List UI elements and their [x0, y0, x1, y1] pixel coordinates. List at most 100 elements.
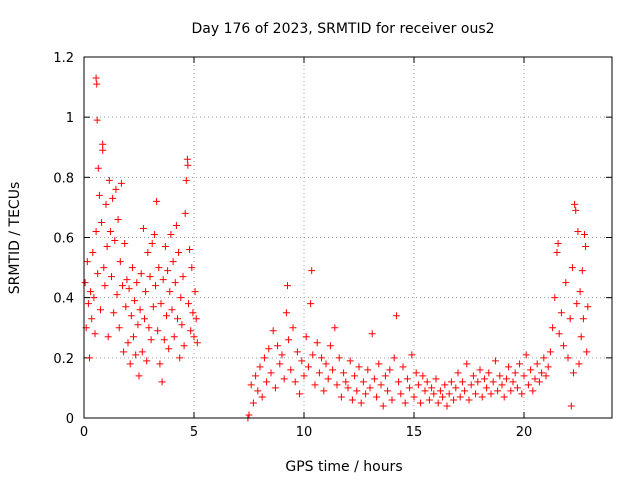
data-point	[577, 333, 585, 341]
data-point	[180, 342, 188, 350]
data-point	[335, 354, 343, 362]
data-point	[516, 360, 524, 368]
data-point	[366, 384, 374, 392]
data-point	[111, 237, 119, 245]
data-point	[124, 339, 132, 347]
data-point	[476, 366, 484, 374]
data-point	[417, 399, 425, 407]
data-point	[168, 306, 176, 314]
data-point	[100, 264, 108, 272]
data-point	[582, 243, 590, 251]
data-point	[280, 375, 288, 383]
data-point	[153, 197, 161, 205]
data-point	[423, 378, 431, 386]
data-point	[322, 360, 330, 368]
data-point	[520, 372, 528, 380]
y-tick-label: 0.6	[53, 232, 74, 247]
data-point	[575, 360, 583, 368]
data-point	[395, 378, 403, 386]
y-tick-label: 0.2	[53, 352, 74, 367]
data-point	[289, 324, 297, 332]
x-tick-label: 15	[406, 425, 423, 440]
data-point	[498, 381, 506, 389]
data-point	[156, 360, 164, 368]
data-point	[564, 354, 572, 362]
data-point	[274, 342, 282, 350]
data-point	[574, 227, 582, 235]
data-point	[188, 264, 196, 272]
data-point	[93, 116, 101, 124]
data-point	[183, 155, 191, 163]
data-point	[568, 264, 576, 272]
data-point	[359, 378, 367, 386]
data-point	[90, 294, 98, 302]
data-point	[375, 360, 383, 368]
data-point	[150, 230, 158, 238]
data-point	[152, 282, 159, 290]
data-point	[91, 330, 99, 338]
data-point	[276, 360, 284, 368]
data-point	[163, 312, 170, 320]
data-point	[419, 372, 427, 380]
data-point	[154, 327, 162, 335]
data-point	[160, 336, 168, 344]
data-point	[136, 306, 144, 314]
data-point	[135, 372, 143, 380]
data-point	[434, 399, 442, 407]
data-point	[282, 309, 290, 317]
data-point	[138, 348, 146, 356]
data-point	[284, 282, 291, 290]
data-point	[258, 393, 266, 401]
data-point	[454, 369, 462, 377]
data-point	[157, 300, 165, 308]
data-point	[177, 294, 185, 302]
data-point	[340, 369, 348, 377]
data-point	[478, 393, 486, 401]
x-tick-label: 5	[190, 425, 198, 440]
data-point	[308, 267, 316, 275]
x-tick-label: 0	[80, 425, 88, 440]
data-point	[189, 309, 197, 317]
data-point	[125, 285, 133, 293]
data-point	[95, 191, 103, 199]
data-point	[313, 339, 321, 347]
data-point	[544, 363, 552, 371]
data-point	[571, 200, 579, 208]
data-point	[176, 354, 184, 362]
data-point	[165, 345, 173, 353]
chart-title: Day 176 of 2023, SRMTID for receiver ous…	[191, 21, 494, 37]
data-point	[505, 363, 513, 371]
data-point	[128, 264, 136, 272]
data-point	[403, 375, 411, 383]
y-tick-label: 1	[66, 111, 74, 126]
data-point	[109, 194, 117, 202]
data-point	[572, 206, 580, 214]
data-point	[179, 273, 187, 281]
data-point	[298, 357, 306, 365]
data-point	[408, 351, 416, 359]
data-point	[333, 381, 341, 389]
data-point	[269, 327, 277, 335]
data-point	[392, 312, 400, 320]
data-point	[293, 348, 301, 356]
data-point	[175, 249, 183, 257]
data-point	[145, 324, 153, 332]
data-point	[370, 375, 378, 383]
data-point	[115, 324, 123, 332]
data-point	[348, 396, 356, 404]
data-point	[573, 300, 581, 308]
data-point	[384, 387, 392, 395]
data-point	[296, 390, 304, 398]
data-point	[245, 411, 253, 419]
data-point	[507, 387, 515, 395]
data-point	[114, 215, 122, 223]
data-point	[88, 315, 96, 323]
data-point	[121, 240, 129, 248]
data-point	[487, 390, 495, 398]
data-point	[94, 164, 102, 172]
data-point	[579, 315, 587, 323]
data-point	[132, 351, 140, 359]
data-point	[584, 303, 592, 311]
data-point	[99, 146, 107, 154]
